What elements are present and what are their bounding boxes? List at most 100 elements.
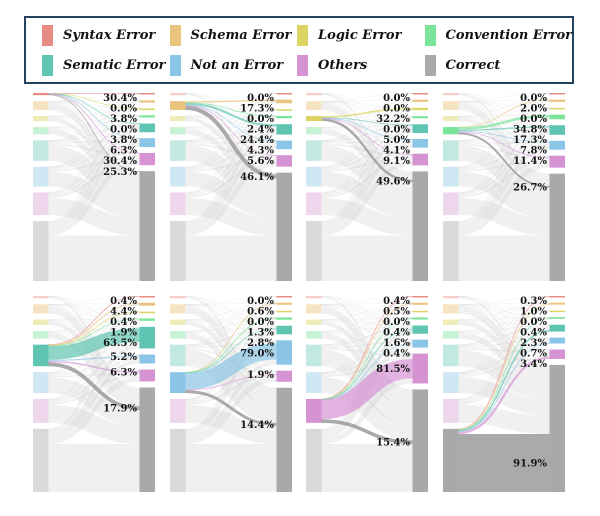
sankey-flow	[184, 305, 277, 372]
sankey-flow	[48, 304, 140, 328]
right-node	[549, 317, 565, 319]
sankey-flow	[321, 126, 413, 169]
flow-percentage-label: 0.0%	[383, 317, 410, 328]
sankey-flow	[321, 329, 413, 400]
flow-percentage-label: 0.0%	[247, 317, 274, 328]
sankey-flow	[321, 304, 413, 318]
flow-percentage-label: 0.3%	[520, 296, 547, 307]
sankey-flow	[48, 143, 140, 157]
sankey-flow	[184, 296, 277, 327]
sankey-flow	[48, 100, 140, 168]
sankey-flow	[48, 327, 140, 332]
sankey-flow	[321, 109, 413, 142]
left-node	[442, 372, 458, 393]
flow-percentage-label: 0.0%	[383, 104, 410, 115]
sankey-flow	[184, 102, 277, 117]
right-node	[276, 115, 292, 119]
right-node	[139, 311, 155, 314]
right-node	[412, 107, 428, 111]
legend-label: Syntax Error	[63, 27, 156, 43]
sankey-flow	[457, 306, 550, 374]
sankey-flow	[48, 116, 140, 140]
sankey-flow	[184, 306, 277, 397]
sankey-flow	[457, 102, 550, 157]
left-node	[442, 319, 458, 325]
sankey-flow	[48, 332, 140, 372]
sankey-flow	[321, 128, 413, 156]
sankey-flow	[184, 127, 277, 143]
sankey-flow	[321, 101, 413, 109]
sankey-flow	[48, 140, 140, 170]
flow-percentage-label: 79.0%	[240, 349, 274, 360]
sankey-flow	[48, 115, 140, 168]
sankey-flow	[457, 332, 550, 384]
sankey-flow	[184, 93, 277, 125]
sankey-flow	[321, 99, 413, 102]
sankey-flow	[48, 115, 140, 142]
sankey-flow	[184, 116, 277, 157]
sankey-flow	[321, 305, 413, 355]
sankey-flow	[184, 330, 277, 436]
sankey-flow	[321, 93, 413, 168]
sankey-flow	[48, 304, 140, 319]
flow-percentage-label: 25.3%	[103, 167, 137, 178]
sankey-flow	[48, 127, 140, 195]
sankey-flow	[321, 311, 413, 431]
flow-percentage-label: 17.3%	[240, 104, 274, 115]
sankey-flow	[48, 318, 140, 347]
right-node	[549, 173, 565, 281]
sankey-flow	[48, 360, 140, 373]
flow-percentage-label: 14.4%	[240, 420, 274, 431]
sankey-flow	[184, 389, 277, 426]
right-node	[276, 109, 292, 111]
left-node	[169, 344, 185, 367]
right-node	[412, 389, 428, 492]
sankey-flow	[457, 144, 550, 197]
sankey-flow	[321, 157, 413, 172]
sankey-flow	[321, 296, 413, 326]
sankey-flow	[457, 310, 550, 400]
sankey-flow	[321, 320, 413, 355]
right-node	[276, 325, 292, 335]
sankey-flow	[48, 296, 140, 355]
sankey-flow	[321, 296, 413, 392]
sankey-flow	[184, 109, 277, 168]
flow-percentage-label: 4.1%	[383, 146, 410, 157]
right-node	[549, 114, 565, 120]
sankey-flow	[321, 107, 413, 118]
right-node	[276, 155, 292, 167]
sankey-flow	[321, 129, 413, 228]
right-node	[276, 172, 292, 281]
sankey-flow	[48, 304, 140, 400]
left-node	[33, 127, 49, 135]
sankey-flow	[321, 99, 413, 141]
left-node	[442, 166, 458, 187]
sankey-flow	[184, 317, 277, 373]
sankey-flow	[321, 317, 413, 332]
sankey-flow	[457, 317, 550, 320]
sankey-flow	[321, 296, 413, 354]
sankey-flow	[48, 101, 140, 223]
left-node	[169, 330, 185, 339]
right-node	[276, 310, 292, 313]
flow-percentage-label: 0.0%	[110, 125, 137, 136]
left-node	[306, 93, 322, 96]
left-node	[33, 330, 49, 339]
sankey-svg: 0.0%2.0%0.0%34.8%17.3%7.8%11.4%26.7%	[442, 93, 565, 281]
flow-percentage-label: 17.3%	[513, 135, 547, 146]
legend-label: Not an Error	[190, 57, 284, 73]
sankey-flow	[184, 304, 277, 318]
schema-error-swatch-icon	[169, 24, 181, 46]
sankey-svg: 30.4%0.0%3.8%0.0%3.8%6.3%30.4%25.3%	[33, 93, 155, 281]
left-node	[33, 166, 49, 187]
sankey-flow	[457, 310, 550, 373]
right-node	[139, 318, 155, 321]
sankey-flow	[48, 355, 140, 361]
sankey-flow	[321, 142, 413, 197]
sankey-flow	[48, 108, 140, 142]
sankey-flow	[184, 328, 277, 374]
right-node	[549, 107, 565, 110]
sankey-flow	[48, 139, 140, 144]
sankey-flow	[457, 327, 550, 375]
flow-percentage-label: 0.4%	[110, 317, 137, 328]
